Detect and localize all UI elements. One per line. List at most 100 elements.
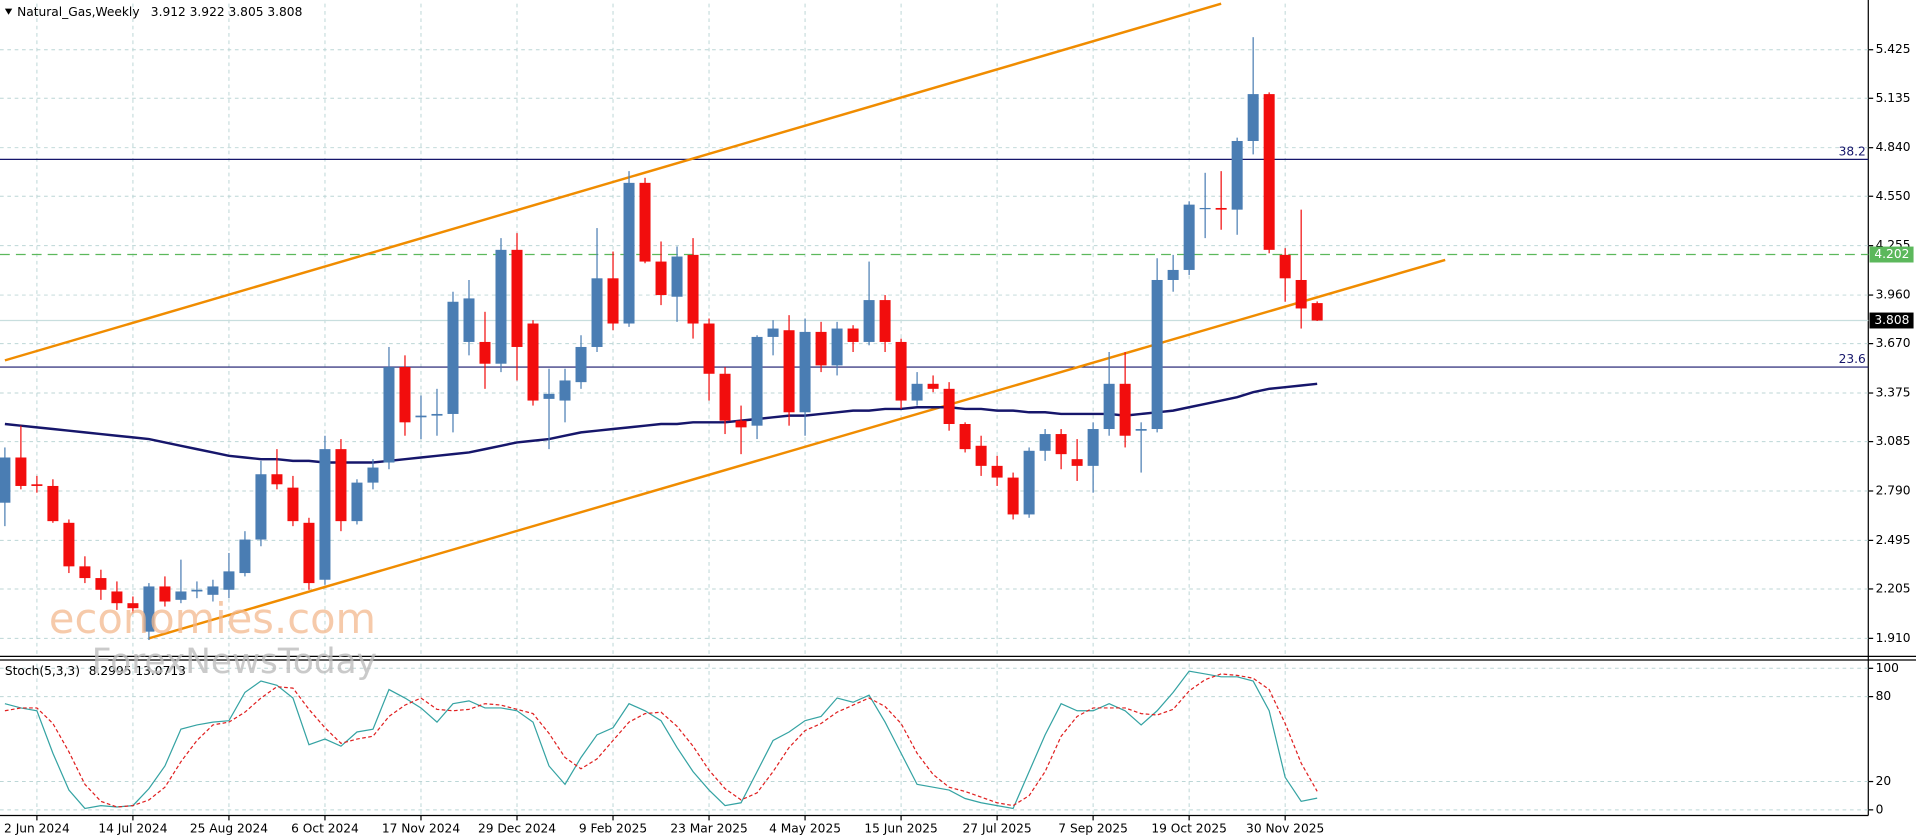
candle-body xyxy=(0,457,11,503)
x-tick-label: 7 Sep 2025 xyxy=(1058,821,1128,835)
stoch-header: Stoch(5,3,3) 8.2995 13.0713 xyxy=(5,664,186,678)
candle-body xyxy=(399,367,411,423)
candle-body xyxy=(303,522,315,584)
low-value: 3.805 xyxy=(229,5,264,19)
y-tick-label: 5.135 xyxy=(1876,91,1911,105)
marks xyxy=(0,2,1869,810)
candle-body xyxy=(527,323,539,401)
candle-body xyxy=(159,586,171,602)
candle-body xyxy=(1279,254,1291,279)
candle-body xyxy=(1023,450,1035,515)
x-tick-label: 29 Dec 2024 xyxy=(478,821,556,835)
candle-body xyxy=(575,346,587,383)
candle-body xyxy=(959,424,971,450)
x-tick-label: 14 Jul 2024 xyxy=(98,821,167,835)
candle-body xyxy=(111,591,123,604)
chart-title: Natural_Gas,Weekly xyxy=(17,5,139,19)
high-value: 3.922 xyxy=(190,5,225,19)
candle-body xyxy=(127,603,139,609)
candle-body xyxy=(383,367,395,463)
candle-body xyxy=(1247,94,1259,141)
fib-level-label: 23.6 xyxy=(1839,352,1866,366)
candle-body xyxy=(351,482,363,522)
x-tick-label: 4 May 2025 xyxy=(769,821,841,835)
stoch-label: Stoch(5,3,3) xyxy=(5,664,80,678)
candle-body xyxy=(607,278,619,324)
candle-body xyxy=(143,586,155,632)
candle-body xyxy=(511,249,523,347)
candle-body xyxy=(671,256,683,297)
stoch-k-value: 8.2995 xyxy=(89,664,132,678)
x-tick-label: 15 Jun 2025 xyxy=(864,821,937,835)
candle-body xyxy=(751,336,763,426)
y-tick-label: 0 xyxy=(1876,802,1884,816)
candle-body xyxy=(95,578,107,590)
candle-body xyxy=(1087,429,1099,466)
candle-body xyxy=(287,487,299,522)
y-tick-label: 20 xyxy=(1876,774,1892,788)
candle-body xyxy=(367,467,379,483)
candle-body xyxy=(847,328,859,342)
candle-body xyxy=(655,261,667,296)
candle-body xyxy=(1135,429,1147,431)
candle-body xyxy=(447,301,459,414)
candle-body xyxy=(479,341,491,364)
trendline xyxy=(4,2,1222,362)
candle-body xyxy=(431,413,443,416)
candle-body xyxy=(239,539,251,574)
candle-body xyxy=(1263,94,1275,250)
y-tick-label: 2.790 xyxy=(1876,483,1911,497)
candle-body xyxy=(31,484,43,486)
price-label-box xyxy=(1869,312,1914,329)
candle-body xyxy=(1311,303,1323,321)
x-tick-label: 23 Mar 2025 xyxy=(670,821,747,835)
candle-body xyxy=(191,589,203,592)
candle-body xyxy=(623,182,635,324)
candle-body xyxy=(1215,207,1227,210)
candle-body xyxy=(15,457,27,486)
candle-body xyxy=(991,465,1003,478)
open-value: 3.912 xyxy=(151,5,186,19)
stoch-d-value: 13.0713 xyxy=(135,664,186,678)
candle-body xyxy=(879,300,891,342)
y-tick-label: 100 xyxy=(1876,661,1899,675)
candle-body xyxy=(1295,279,1307,309)
moving-average xyxy=(4,382,1318,464)
candle-body xyxy=(1119,383,1131,436)
price-label-box xyxy=(1869,246,1914,263)
candle-body xyxy=(1039,434,1051,451)
menu-arrow[interactable] xyxy=(4,8,13,15)
candle-body xyxy=(975,445,987,466)
x-tick-label: 9 Feb 2025 xyxy=(579,821,647,835)
candle-body xyxy=(767,328,779,337)
y-tick-label: 1.910 xyxy=(1876,631,1911,645)
candle-body xyxy=(463,298,475,342)
candle-body xyxy=(175,591,187,600)
candle-body xyxy=(815,331,827,366)
candle-body xyxy=(895,341,907,401)
y-tick-label: 3.670 xyxy=(1876,336,1911,350)
fib-level-label: 38.2 xyxy=(1839,145,1866,159)
labels: Natural_Gas,Weekly 3.912 3.922 3.805 3.8… xyxy=(4,5,1914,835)
y-tick-label: 4.840 xyxy=(1876,140,1911,154)
y-tick-label: 2.495 xyxy=(1876,533,1911,547)
x-tick-label: 25 Aug 2024 xyxy=(190,821,268,835)
chart-header: Natural_Gas,Weekly 3.912 3.922 3.805 3.8… xyxy=(17,5,302,19)
stoch-d-line xyxy=(4,673,1318,808)
candle-body xyxy=(799,331,811,413)
x-tick-label: 17 Nov 2024 xyxy=(382,821,460,835)
candle-body xyxy=(943,388,955,425)
close-value: 3.808 xyxy=(267,5,302,19)
candle-body xyxy=(735,420,747,428)
candle-body xyxy=(1167,269,1179,280)
y-tick-label: 3.085 xyxy=(1876,434,1911,448)
candle-body xyxy=(207,586,219,595)
candle-body xyxy=(1103,383,1115,430)
candle-body xyxy=(591,278,603,347)
candle-body xyxy=(543,393,555,399)
candle-body xyxy=(415,415,427,418)
candle-body xyxy=(319,449,331,580)
